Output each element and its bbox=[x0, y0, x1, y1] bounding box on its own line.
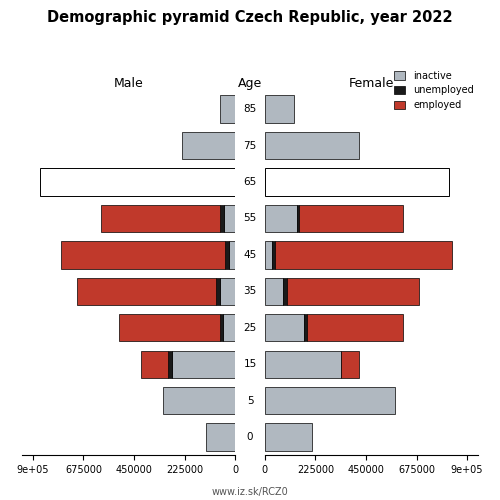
Bar bbox=[172, 350, 235, 378]
Text: Demographic pyramid Czech Republic, year 2022: Demographic pyramid Czech Republic, year… bbox=[47, 10, 453, 25]
Bar bbox=[77, 278, 216, 305]
Bar bbox=[265, 424, 312, 450]
Bar bbox=[220, 314, 222, 342]
Bar bbox=[265, 205, 298, 232]
Title: Female: Female bbox=[349, 77, 395, 90]
Bar bbox=[265, 168, 449, 196]
Legend: inactive, unemployed, employed: inactive, unemployed, employed bbox=[390, 66, 478, 114]
Bar bbox=[300, 205, 403, 232]
Bar bbox=[265, 314, 304, 342]
Bar bbox=[220, 278, 235, 305]
Bar bbox=[222, 314, 235, 342]
Text: 85: 85 bbox=[244, 104, 256, 114]
Bar bbox=[224, 205, 235, 232]
Bar bbox=[283, 278, 287, 305]
Bar bbox=[163, 387, 235, 414]
Bar bbox=[216, 278, 220, 305]
Text: 5: 5 bbox=[246, 396, 254, 406]
Bar bbox=[287, 278, 420, 305]
Bar bbox=[265, 96, 294, 123]
Text: 0: 0 bbox=[247, 432, 254, 442]
Bar bbox=[40, 168, 235, 196]
Bar bbox=[272, 241, 275, 268]
Text: 45: 45 bbox=[244, 250, 256, 260]
Bar bbox=[168, 350, 172, 378]
Bar bbox=[220, 96, 235, 123]
Text: 35: 35 bbox=[244, 286, 256, 296]
Bar bbox=[182, 132, 235, 160]
Bar bbox=[206, 424, 235, 450]
Text: 55: 55 bbox=[244, 214, 256, 224]
Title: Male: Male bbox=[114, 77, 144, 90]
Text: 65: 65 bbox=[244, 177, 256, 187]
Bar bbox=[265, 350, 342, 378]
Text: www.iz.sk/RCZ0: www.iz.sk/RCZ0 bbox=[212, 488, 288, 498]
Bar bbox=[342, 350, 359, 378]
Text: 25: 25 bbox=[244, 323, 256, 333]
Bar bbox=[265, 387, 395, 414]
Bar bbox=[119, 314, 220, 342]
Title: Age: Age bbox=[238, 77, 262, 90]
Bar bbox=[224, 241, 230, 268]
Text: 15: 15 bbox=[244, 359, 256, 369]
Bar bbox=[141, 350, 168, 378]
Bar bbox=[265, 132, 360, 160]
Bar bbox=[220, 205, 224, 232]
Bar bbox=[275, 241, 452, 268]
Text: 75: 75 bbox=[244, 140, 256, 150]
Bar bbox=[307, 314, 404, 342]
Bar bbox=[265, 241, 272, 268]
Bar bbox=[101, 205, 220, 232]
Bar bbox=[265, 278, 283, 305]
Bar bbox=[60, 241, 224, 268]
Bar bbox=[298, 205, 300, 232]
Bar bbox=[304, 314, 307, 342]
Bar bbox=[230, 241, 235, 268]
